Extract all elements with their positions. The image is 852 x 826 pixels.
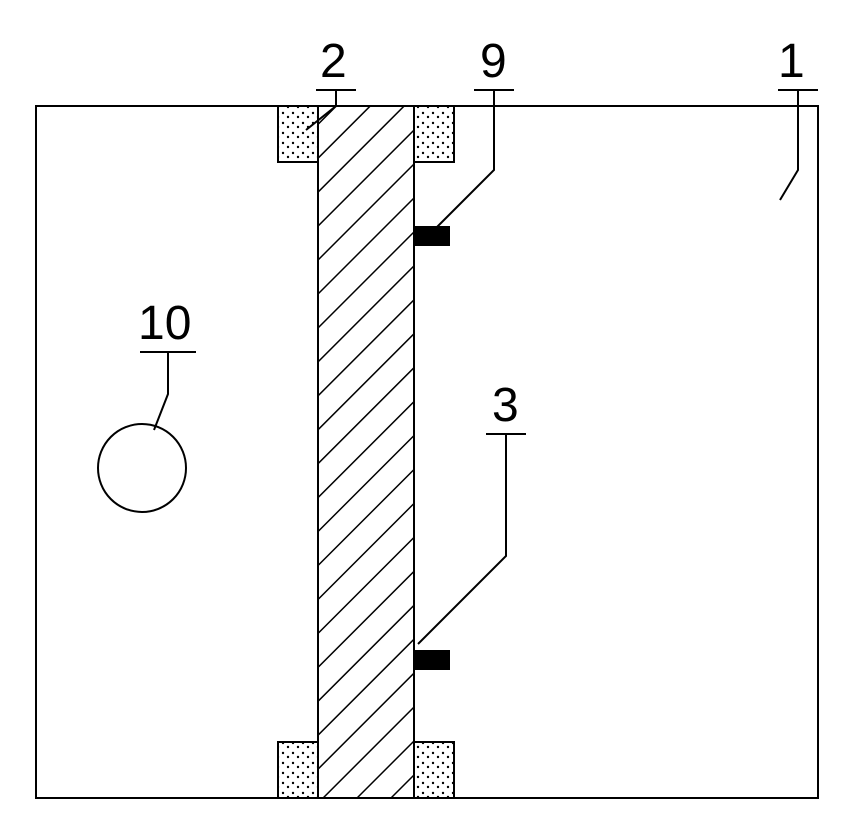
bracket-top-left [278, 106, 318, 162]
bracket-bottom-left [278, 742, 318, 798]
bracket-bottom-right [414, 742, 454, 798]
leader-3 [418, 434, 506, 644]
leader-10 [154, 352, 168, 430]
tab-upper [414, 226, 450, 246]
outer-container [36, 106, 818, 798]
hatched-column [318, 106, 414, 798]
circle-feature [98, 424, 186, 512]
label-1: 1 [778, 34, 805, 89]
technical-diagram: 1 2 9 3 10 [0, 0, 852, 826]
tab-lower [414, 650, 450, 670]
label-3: 3 [492, 378, 519, 433]
label-2: 2 [320, 34, 347, 89]
label-9: 9 [480, 34, 507, 89]
label-10: 10 [138, 296, 191, 351]
diagram-svg [0, 0, 852, 826]
bracket-top-right [414, 106, 454, 162]
